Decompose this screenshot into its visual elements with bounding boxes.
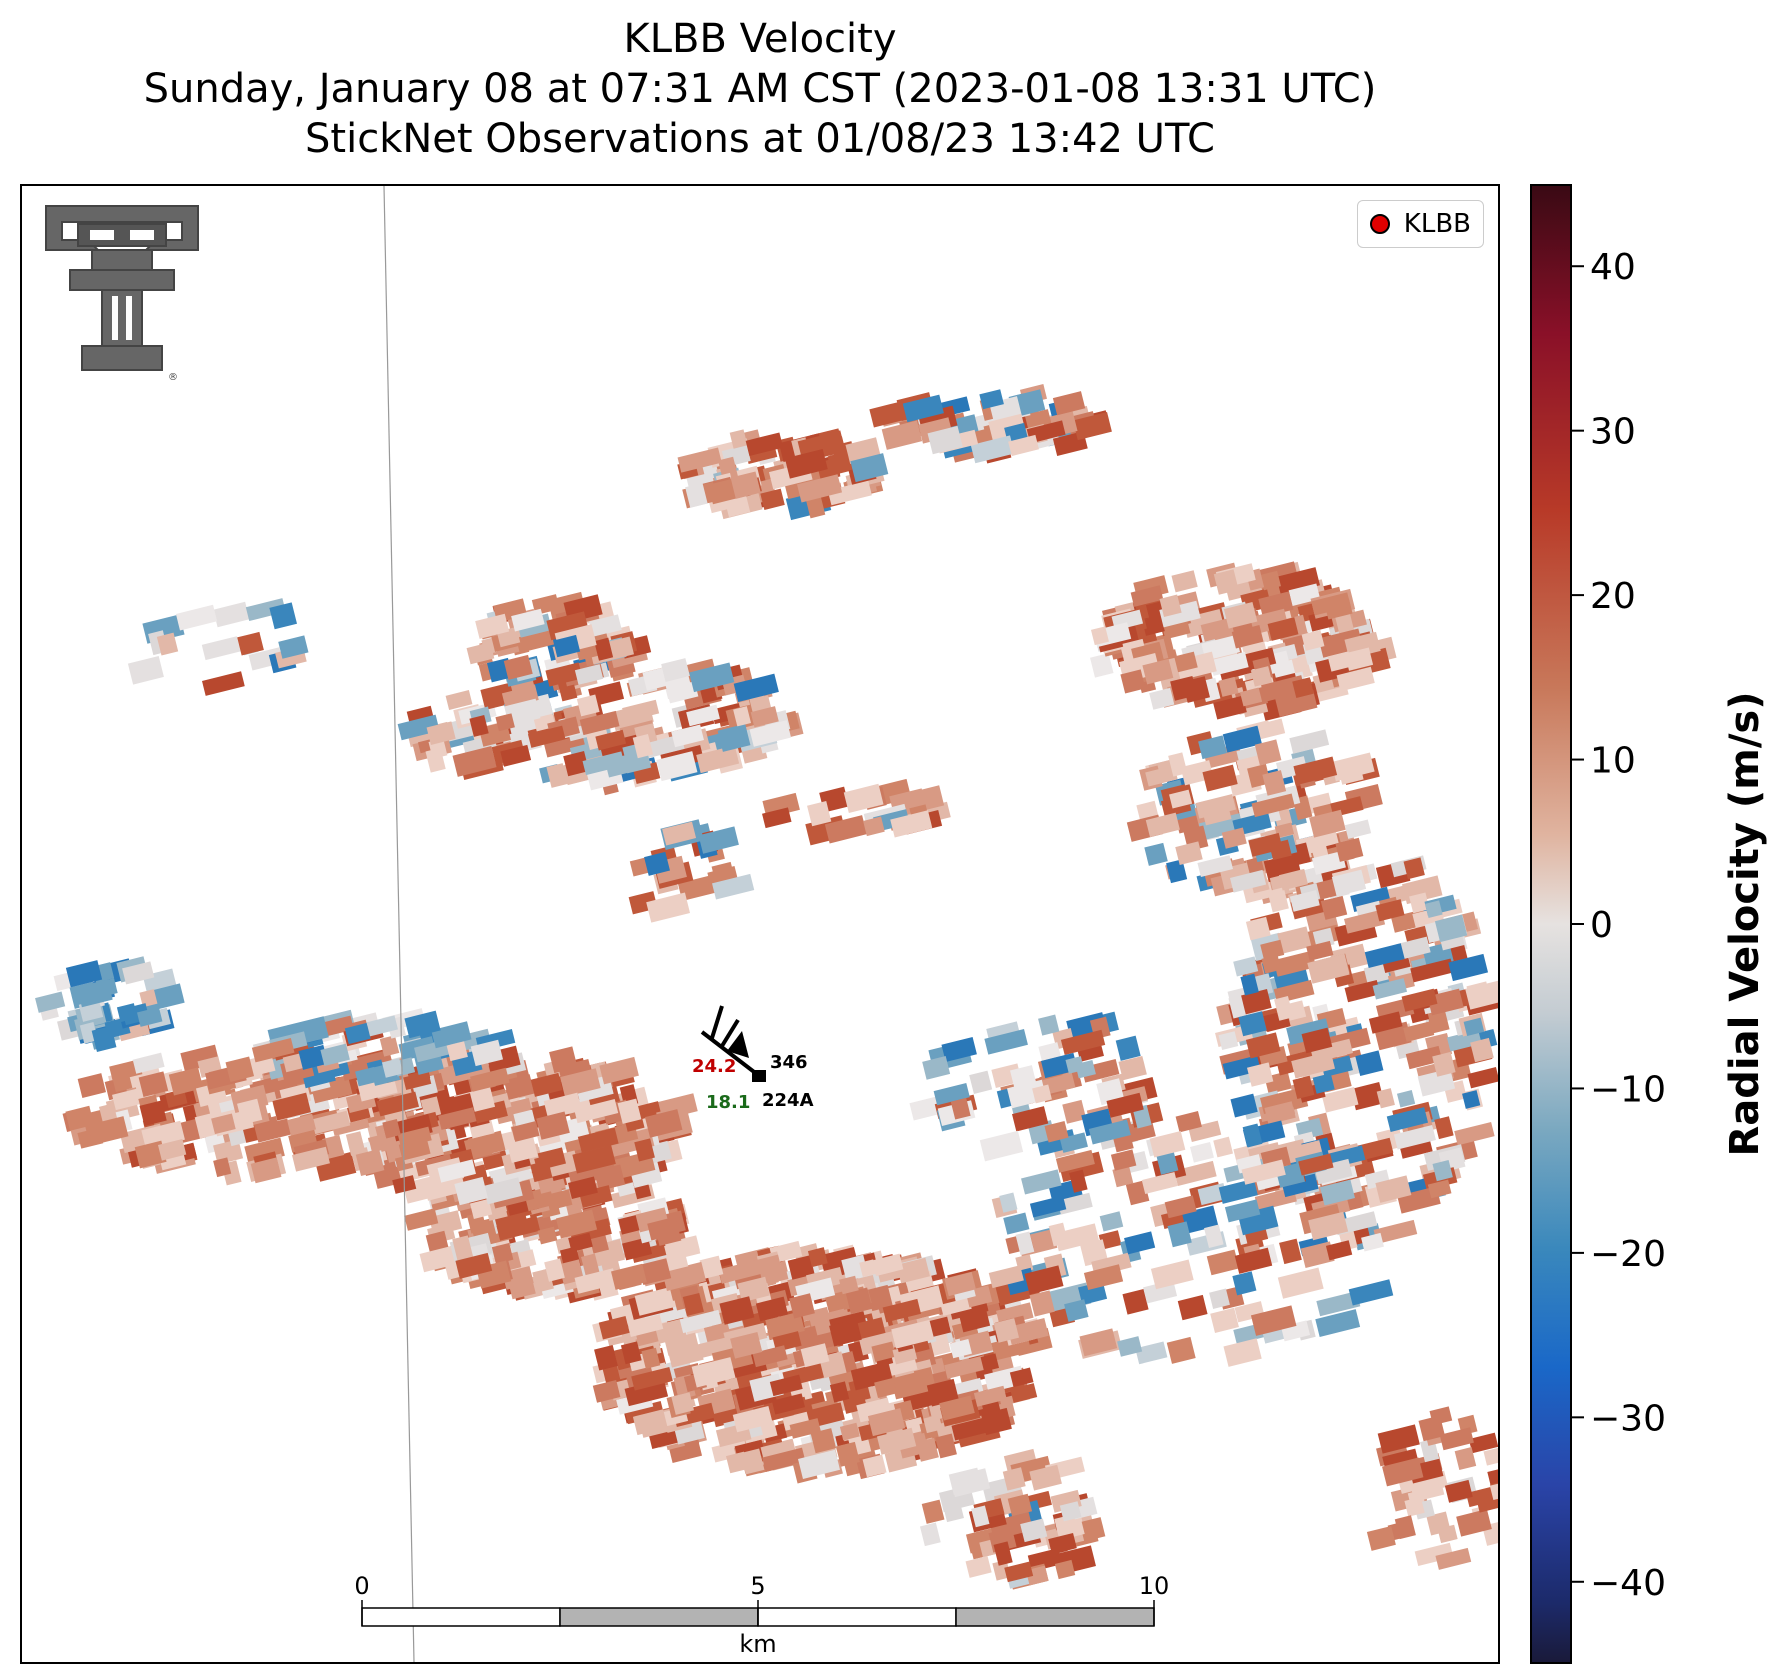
colorbar-tick-label: −30: [1590, 1398, 1666, 1439]
station-id-224a: 224A: [762, 1090, 814, 1111]
scale-tick-0: 0: [354, 1572, 369, 1600]
map-subtitle-observations: StickNet Observations at 01/08/23 13:42 …: [305, 116, 1215, 162]
map-title: KLBB Velocity: [623, 16, 897, 62]
station-temperature: 24.2: [692, 1056, 736, 1077]
colorbar-tick-label: 20: [1590, 576, 1636, 617]
colorbar-ticks: 40 30 20 10 0 −10 −20 −30 −40: [1572, 247, 1666, 1604]
colorbar-tick-label: 40: [1590, 247, 1636, 288]
sticknet-station-plot: 24.2 346 18.1 224A: [692, 1005, 814, 1113]
colorbar-tick-label: 10: [1590, 741, 1636, 782]
scale-tick-5: 5: [750, 1572, 765, 1600]
colorbar-tick-label: −20: [1590, 1234, 1666, 1275]
map-subtitle-time: Sunday, January 08 at 07:31 AM CST (2023…: [143, 66, 1377, 112]
legend-label: KLBB: [1403, 209, 1471, 239]
scale-bar: 0 5 10 km: [354, 1572, 1169, 1658]
station-id-346: 346: [770, 1052, 808, 1073]
colorbar-tick-label: −40: [1590, 1563, 1666, 1604]
radar-velocity-field: 24.2 346 18.1 224A 0 5 10 km: [35, 186, 1498, 1662]
svg-text:®: ®: [168, 372, 178, 383]
station-dewpoint: 18.1: [706, 1092, 750, 1113]
colorbar-label: Radial Velocity (m/s): [1722, 691, 1768, 1157]
colorbar: [1530, 184, 1572, 1664]
scale-unit: km: [739, 1630, 776, 1658]
map-legend: KLBB: [1356, 200, 1484, 248]
radar-site-marker-icon: [1369, 214, 1390, 234]
scale-tick-10: 10: [1139, 1572, 1170, 1600]
radar-map[interactable]: 24.2 346 18.1 224A 0 5 10 km: [20, 184, 1500, 1664]
county-boundary-line: [383, 186, 415, 1662]
colorbar-tick-label: −10: [1590, 1069, 1666, 1110]
colorbar-tick-label: 0: [1590, 905, 1613, 946]
colorbar-tick-label: 30: [1590, 412, 1636, 453]
texas-tech-double-t-logo: ®: [45, 205, 199, 383]
